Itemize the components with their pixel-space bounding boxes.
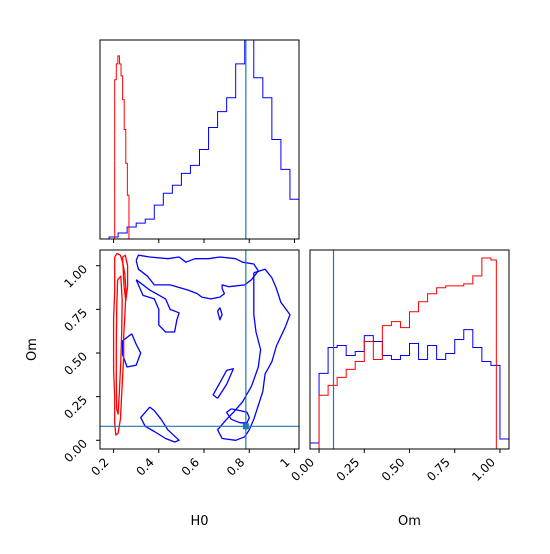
panel-hist-Om: 0.00 0.25 0.50 0.75 1.00 Om [288, 249, 510, 529]
contour-yticks: 0.00 0.25 0.50 0.75 1.00 [61, 262, 100, 465]
hist-H0-xticks [113, 239, 295, 243]
contour-series-1-level-1 [115, 275, 123, 415]
hist-Om-xtick-label-1: 0.25 [334, 455, 363, 484]
panel-hist-H0 [99, 39, 300, 243]
contour-series-0-level-3 [140, 406, 180, 443]
contour-series-1-level-2 [121, 254, 129, 302]
contour-series-0-level-7 [216, 307, 223, 321]
hist-H0-frame [99, 39, 300, 240]
contour-series-0-level-0 [135, 254, 259, 300]
contour-series-0-level-6 [212, 368, 235, 399]
hist-Om-series [309, 257, 510, 449]
x-axis-label-H0: H0 [190, 514, 208, 529]
contour-H0-Om-xtick-label-0: 0.2 [88, 455, 111, 478]
hist-Om-xtick-label-4: 1.00 [469, 455, 498, 484]
hist-Om-xtick-label-2: 0.50 [379, 455, 408, 484]
contour-H0-Om-ytick-label-0: 0.00 [61, 436, 90, 465]
hist-Om-xtick-label-3: 0.75 [424, 455, 453, 484]
contour-series-0-level-5 [216, 268, 291, 441]
contour-H0-Om-xtick-label-2: 0.6 [179, 455, 202, 478]
contour-frame [99, 249, 300, 450]
contour-series [112, 252, 291, 443]
contour-series-0-level-2 [121, 333, 142, 368]
contour-H0-Om-xtick-label-3: 0.8 [224, 455, 247, 478]
contour-H0-Om-ytick-label-4: 1.00 [61, 262, 90, 291]
contour-series-0-level-1 [135, 279, 180, 333]
hist-H0-series-0 [108, 39, 300, 239]
hist-H0-series-1 [114, 55, 130, 239]
hist-Om-xticks: 0.00 0.25 0.50 0.75 1.00 [288, 449, 501, 484]
hist-Om-series-0 [309, 329, 510, 449]
hist-Om-xtick-label-0: 0.00 [288, 455, 317, 484]
contour-H0-Om-xtick-label-1: 0.4 [134, 455, 157, 478]
hist-H0-series [108, 39, 300, 239]
truth-marker [242, 423, 249, 430]
contour-H0-Om-ytick-label-3: 0.75 [61, 306, 90, 335]
x-axis-label-Om: Om [398, 514, 421, 529]
hist-Om-series-1 [318, 257, 497, 449]
y-axis-label-Om: Om [25, 338, 40, 361]
contour-H0-Om-ytick-label-1: 0.25 [61, 393, 90, 422]
contour-xticks: 0.2 0.4 0.6 0.8 1 [88, 449, 295, 479]
contour-series-0-level-4 [225, 408, 250, 424]
panel-contour-H0-Om: 0.2 0.4 0.6 0.8 1 0.00 0.25 0.50 0.75 1.00 H0 Om [25, 249, 300, 529]
contour-H0-Om-ytick-label-2: 0.50 [61, 349, 90, 378]
contour-H0-Om-xtick-label-4: 1 [277, 455, 292, 470]
